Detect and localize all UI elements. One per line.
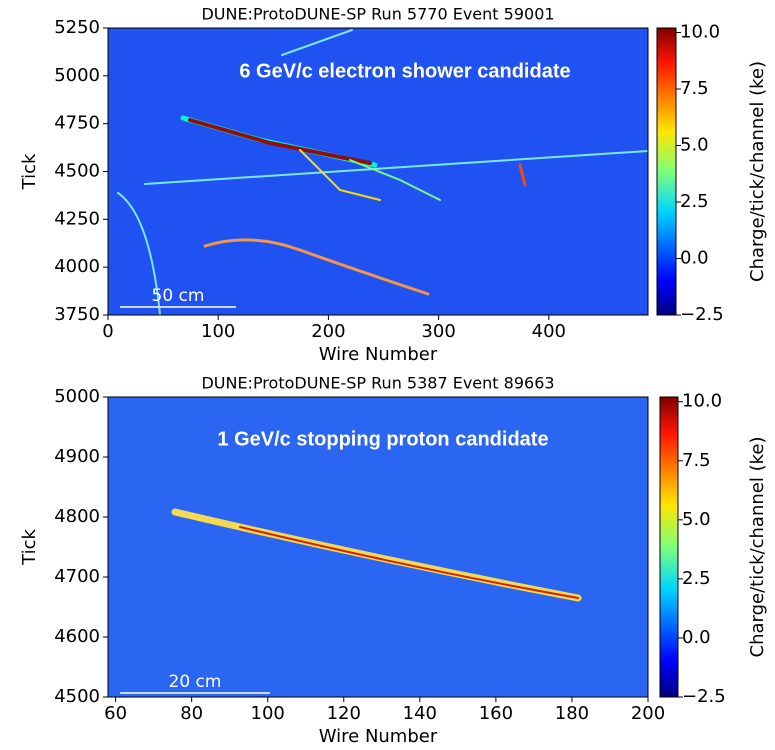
colorbar-tick-label: 2.5 [682, 568, 711, 589]
colorbar-tick-label: 7.5 [680, 78, 709, 99]
y-tick-label: 5250 [54, 17, 100, 38]
track [299, 149, 381, 201]
y-tick-label: 5000 [54, 65, 100, 86]
track [144, 150, 649, 185]
x-tick-label: 200 [311, 321, 345, 342]
y-tick-label: 4250 [54, 208, 100, 229]
x-tick-label: 300 [421, 321, 455, 342]
x-tick-label: 60 [104, 703, 127, 724]
plot-frame [107, 396, 649, 698]
event-display: DUNE:ProtoDUNE-SP Run 5387 Event 89663 1 … [19, 374, 768, 748]
colorbar [659, 396, 679, 698]
x-tick-label: 100 [201, 321, 235, 342]
x-tick-label: 140 [403, 703, 437, 724]
colorbar-tick-label: 0.0 [682, 627, 711, 648]
colorbar-tick-label: 2.5 [680, 191, 709, 212]
x-axis-label: Wire Number [319, 726, 438, 747]
y-tick-label: 4600 [54, 626, 100, 647]
colorbar-tick-label: −2.5 [682, 686, 726, 707]
track [203, 238, 430, 296]
annotation: 6 GeV/c electron shower candidate [239, 60, 570, 82]
y-tick-label: 4700 [54, 566, 100, 587]
y-tick-label: 4500 [54, 161, 100, 182]
track [518, 163, 527, 187]
y-tick-label: 4500 [54, 686, 100, 707]
x-axis-label: Wire Number [319, 344, 438, 365]
x-tick-label: 100 [251, 703, 285, 724]
x-tick-label: 0 [102, 321, 113, 342]
colorbar-tick-label: 5.0 [682, 509, 711, 530]
event-display: DUNE:ProtoDUNE-SP Run 5770 Event 59001 6 … [19, 5, 768, 366]
chart-title: DUNE:ProtoDUNE-SP Run 5770 Event 59001 [201, 5, 554, 24]
track [117, 192, 161, 316]
y-tick-label: 4000 [54, 256, 100, 277]
scale-bar-label: 50 cm [152, 286, 205, 306]
x-tick-label: 200 [631, 703, 665, 724]
colorbar-label: Charge/tick/channel (ke) [747, 61, 768, 282]
y-axis-label: Tick [19, 529, 40, 566]
track [188, 118, 372, 165]
annotation: 1 GeV/c stopping proton candidate [217, 428, 548, 450]
y-tick-label: 4800 [54, 506, 100, 527]
x-tick-label: 400 [532, 321, 566, 342]
plot-area [108, 397, 648, 697]
x-tick-label: 160 [479, 703, 513, 724]
x-tick-label: 80 [180, 703, 203, 724]
colorbar-label: Charge/tick/channel (ke) [747, 437, 768, 658]
colorbar-tick-label: 0.0 [680, 248, 709, 269]
y-tick-label: 5000 [54, 386, 100, 407]
colorbar-tick-label: 7.5 [682, 450, 711, 471]
colorbar-tick-label: 5.0 [680, 135, 709, 156]
colorbar [656, 27, 677, 316]
y-tick-label: 4750 [54, 113, 100, 134]
track [281, 29, 353, 56]
track [239, 526, 579, 599]
y-axis-label: Tick [19, 153, 40, 190]
colorbar-tick-label: 10.0 [680, 22, 720, 43]
chart-title: DUNE:ProtoDUNE-SP Run 5387 Event 89663 [201, 374, 554, 393]
track [349, 159, 441, 201]
colorbar-tick-label: 10.0 [682, 391, 722, 412]
colorbar-tick-label: −2.5 [680, 304, 724, 325]
scale-bar-label: 20 cm [169, 672, 222, 692]
y-tick-label: 4900 [54, 446, 100, 467]
x-tick-label: 180 [555, 703, 589, 724]
y-tick-label: 3750 [54, 304, 100, 325]
x-tick-label: 120 [327, 703, 361, 724]
